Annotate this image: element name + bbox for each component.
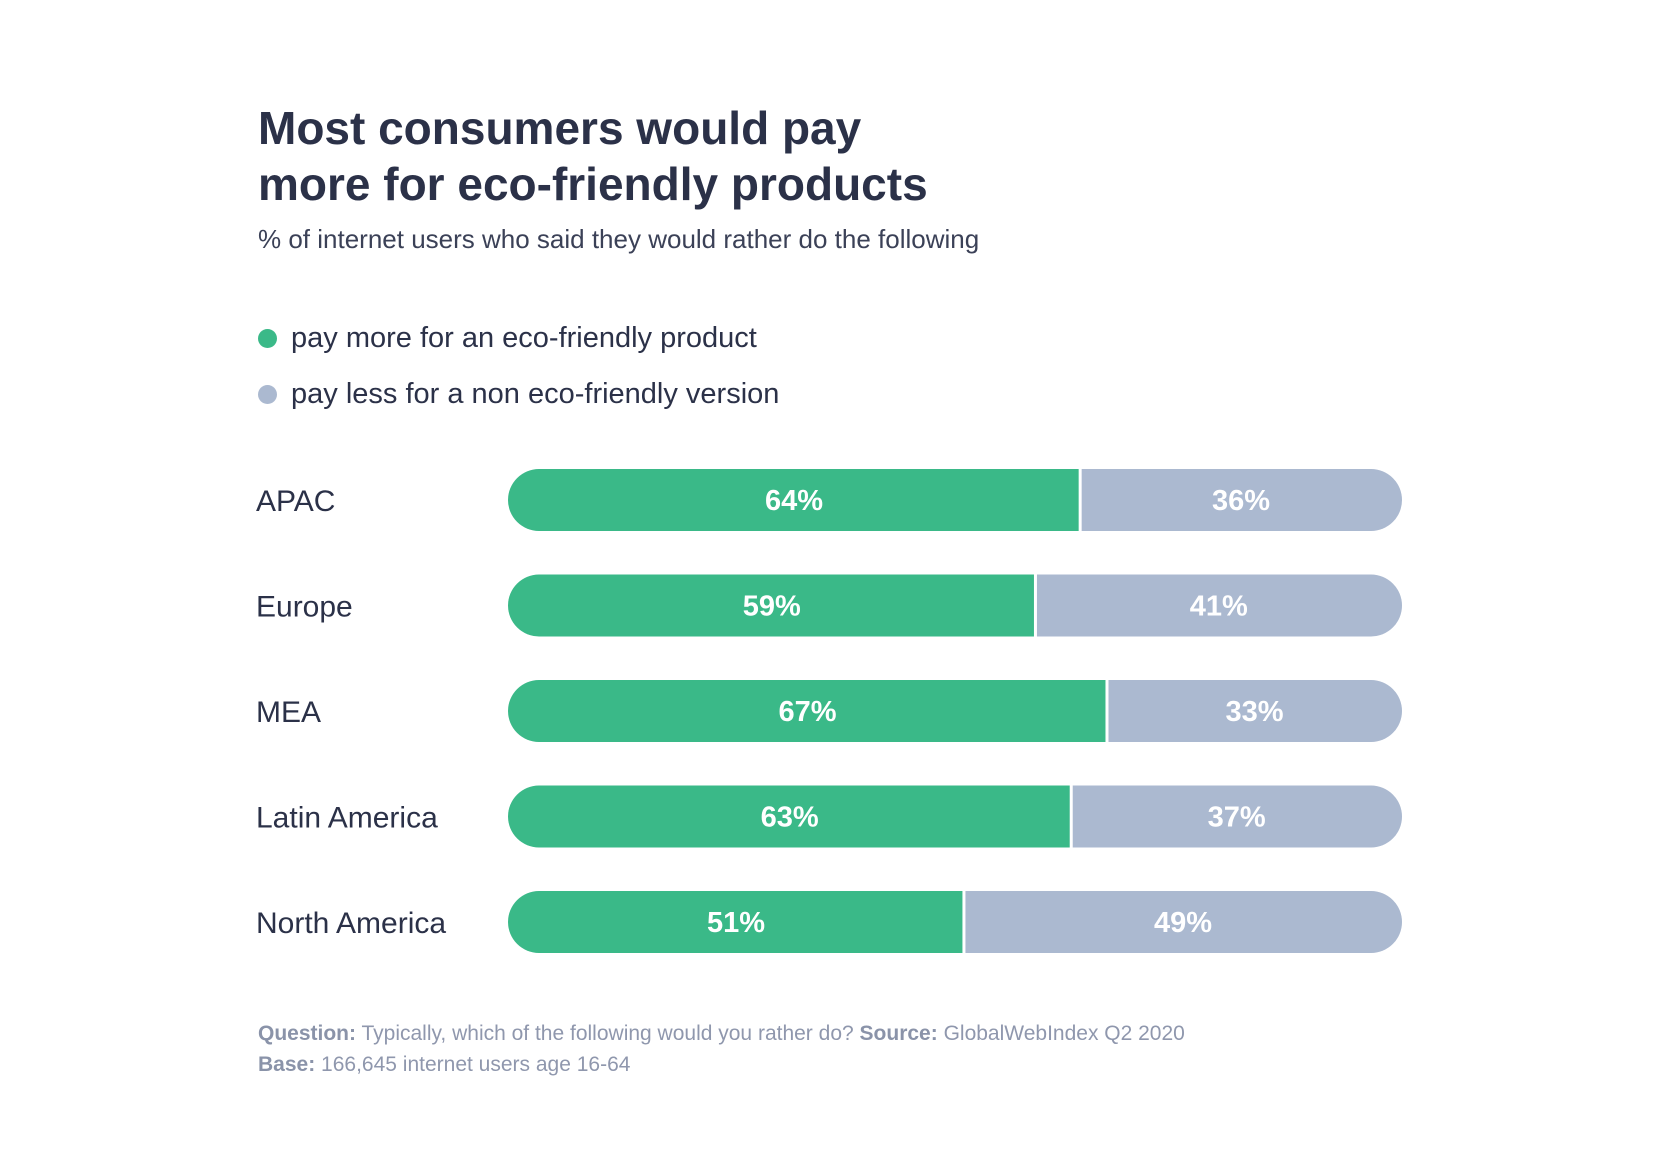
bar-row-apac: [508, 469, 1402, 531]
bar-divider-latin-america: [1069, 785, 1073, 848]
chart-title-line-2: more for eco-friendly products: [258, 158, 928, 210]
value-label-apac-pay-more: 64%: [765, 485, 823, 517]
legend-item-pay-less: pay less for a non eco-friendly version: [258, 366, 779, 422]
footnote-line-1: Question: Typically, which of the follow…: [258, 1018, 1185, 1049]
bar-segment-mea-pay-more: [508, 680, 1107, 742]
value-label-north-america-pay-less: 49%: [1154, 907, 1212, 939]
chart-subtitle: % of internet users who said they would …: [258, 224, 980, 254]
bar-row-north-america: [508, 891, 1402, 953]
bar-segment-mea-pay-less: [1106, 680, 1402, 742]
value-label-europe-pay-less: 41%: [1190, 591, 1248, 623]
bar-segment-latin-america-pay-more: [508, 785, 1072, 848]
category-label-apac: APAC: [256, 485, 335, 518]
bar-segment-europe-pay-more: [508, 574, 1036, 637]
footnote-line-2: Base: 166,645 internet users age 16-64: [258, 1049, 1185, 1080]
footnote-source-label: Source:: [859, 1022, 938, 1045]
value-label-mea-pay-less: 33%: [1225, 696, 1283, 728]
bar-divider-mea: [1105, 680, 1109, 742]
value-label-europe-pay-more: 59%: [743, 591, 801, 623]
legend-dot-pay-less: [258, 384, 277, 404]
footnote-source-text: GlobalWebIndex Q2 2020: [943, 1022, 1185, 1045]
bar-row-latin-america: [508, 785, 1402, 848]
value-label-mea-pay-more: 67%: [778, 696, 836, 728]
category-label-mea: MEA: [256, 696, 321, 729]
legend-dot-pay-more: [258, 328, 277, 348]
bar-row-europe: [508, 574, 1402, 637]
footnote-question-text: Typically, which of the following would …: [361, 1022, 854, 1045]
bar-segment-apac-pay-less: [1080, 469, 1402, 531]
bar-divider-apac: [1078, 469, 1082, 531]
legend-label-pay-less: pay less for a non eco-friendly version: [291, 377, 780, 410]
chart-title: Most consumers would pay more for eco-fr…: [258, 100, 1158, 212]
value-label-latin-america-pay-more: 63%: [761, 802, 819, 834]
bar-divider-europe: [1033, 574, 1037, 637]
bar-segment-north-america-pay-more: [508, 891, 964, 953]
chart-legend: pay more for an eco-friendly product pay…: [258, 310, 779, 422]
value-label-apac-pay-less: 36%: [1212, 485, 1270, 517]
bar-divider-north-america: [962, 891, 966, 953]
bar-segment-europe-pay-less: [1035, 574, 1402, 637]
category-label-latin-america: Latin America: [256, 802, 438, 835]
value-label-latin-america-pay-less: 37%: [1208, 802, 1266, 834]
bar-segment-latin-america-pay-less: [1071, 785, 1402, 848]
category-label-north-america: North America: [256, 907, 446, 940]
legend-item-pay-more: pay more for an eco-friendly product: [258, 310, 779, 366]
value-label-north-america-pay-more: 51%: [707, 907, 765, 939]
bar-segment-north-america-pay-less: [963, 891, 1402, 953]
footnote-question-label: Question:: [258, 1022, 356, 1045]
bar-segment-apac-pay-more: [508, 469, 1081, 531]
footnote-base-text: 166,645 internet users age 16-64: [321, 1053, 631, 1076]
legend-label-pay-more: pay more for an eco-friendly product: [291, 321, 757, 354]
footnote-base-label: Base:: [258, 1053, 316, 1076]
chart-title-line-1: Most consumers would pay: [258, 102, 862, 154]
bar-row-mea: [508, 680, 1402, 742]
category-label-europe: Europe: [256, 591, 353, 624]
chart-footnote: Question: Typically, which of the follow…: [258, 1018, 1185, 1080]
